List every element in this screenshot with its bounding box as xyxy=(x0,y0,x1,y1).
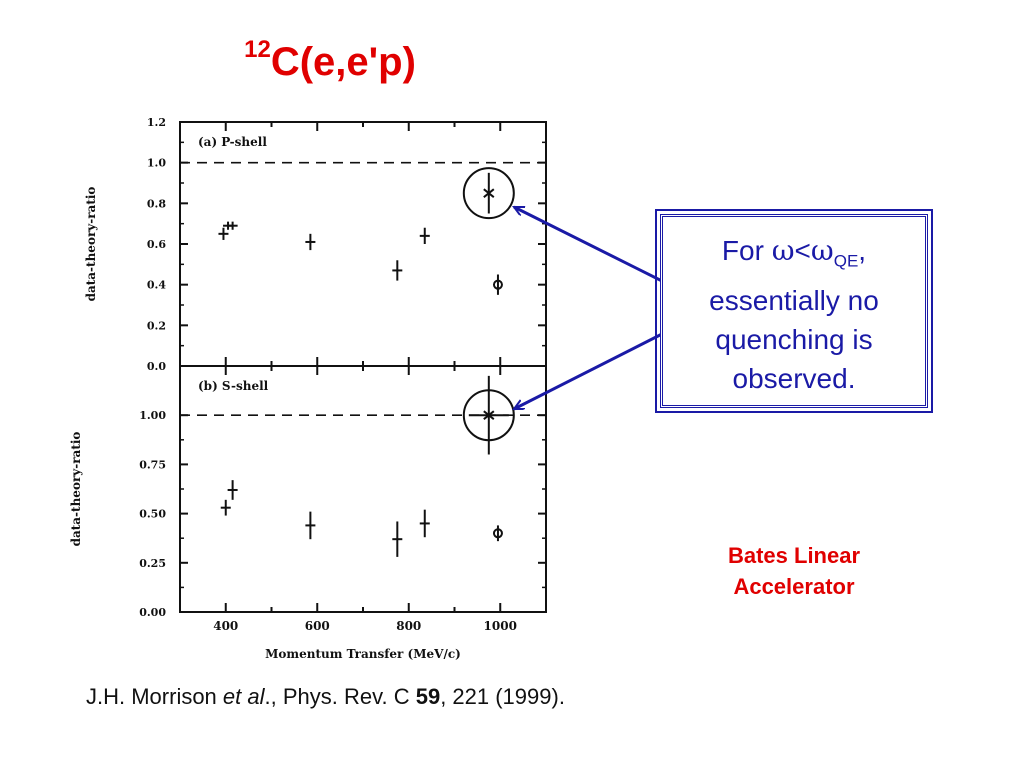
y-tick-label: 0.0 xyxy=(147,360,166,373)
callout-prefix: For xyxy=(721,235,772,266)
citation-authors: J.H. Morrison xyxy=(86,684,223,709)
y-tick-label: 0.4 xyxy=(147,279,166,292)
citation-etal: et al xyxy=(222,684,265,709)
bates-line-2: Accelerator xyxy=(733,574,855,599)
citation: J.H. Morrison et al., Phys. Rev. C 59, 2… xyxy=(86,684,565,710)
panel-label: (b) S-shell xyxy=(198,379,269,393)
panel-label: (a) P-shell xyxy=(198,135,267,149)
y-tick-label: 0.25 xyxy=(139,557,166,570)
y-tick-label: 0.00 xyxy=(139,606,166,619)
y-tick-label: 0.6 xyxy=(147,238,166,251)
title-superscript: 12 xyxy=(244,36,271,63)
x-tick-label: 600 xyxy=(305,619,330,633)
slide-title: 12C(e,e'p) xyxy=(0,36,660,85)
arrow-to-s-shell xyxy=(514,332,663,411)
arrow-to-p-shell xyxy=(514,205,663,283)
title-text: C(e,e'p) xyxy=(270,40,416,84)
plot-frame xyxy=(179,121,547,367)
citation-volume: 59 xyxy=(415,684,441,709)
omega-symbol: ω xyxy=(771,234,795,267)
less-than: < xyxy=(794,235,811,266)
x-tick-label: 800 xyxy=(396,619,421,633)
x-tick-label: 1000 xyxy=(484,619,517,633)
data-point-circle xyxy=(492,528,503,539)
bates-label: Bates Linear Accelerator xyxy=(690,540,898,602)
data-point-x xyxy=(483,188,495,198)
callout-box: For ω<ωQE, essentially no quenching is o… xyxy=(655,209,933,413)
y-tick-label: 0.8 xyxy=(147,197,166,210)
data-point-circle xyxy=(492,279,503,290)
highlight-circle xyxy=(462,389,515,442)
y-tick-label: 1.0 xyxy=(147,157,166,170)
y-tick-label: 0.50 xyxy=(139,508,166,521)
y-tick-label: 0.2 xyxy=(147,319,166,332)
y-axis-label: data-theory-ratio xyxy=(69,432,83,547)
y-tick-label: 0.75 xyxy=(139,458,166,471)
citation-rest: , 221 (1999). xyxy=(440,684,565,709)
y-tick-label: 1.00 xyxy=(139,409,166,422)
callout-line-1: For ω<ωQE, xyxy=(663,231,925,281)
callout-text: For ω<ωQE, essentially no quenching is o… xyxy=(663,231,925,398)
x-tick-label: 400 xyxy=(213,619,238,633)
callout-line-3: quenching is xyxy=(715,323,873,355)
y-axis-label: data-theory-ratio xyxy=(84,187,98,302)
callout-line-4: observed. xyxy=(732,362,856,394)
omega-symbol-2: ω xyxy=(810,234,834,267)
citation-journal: ., Phys. Rev. C xyxy=(264,684,416,709)
qe-subscript: QE xyxy=(833,251,859,271)
bates-line-1: Bates Linear xyxy=(727,543,861,568)
y-tick-label: 1.2 xyxy=(147,116,166,129)
callout-line-2: essentially no xyxy=(709,284,879,316)
highlight-circle xyxy=(462,167,515,220)
callout-comma: , xyxy=(858,235,867,266)
x-axis-label: Momentum Transfer (MeV/c) xyxy=(265,647,461,661)
